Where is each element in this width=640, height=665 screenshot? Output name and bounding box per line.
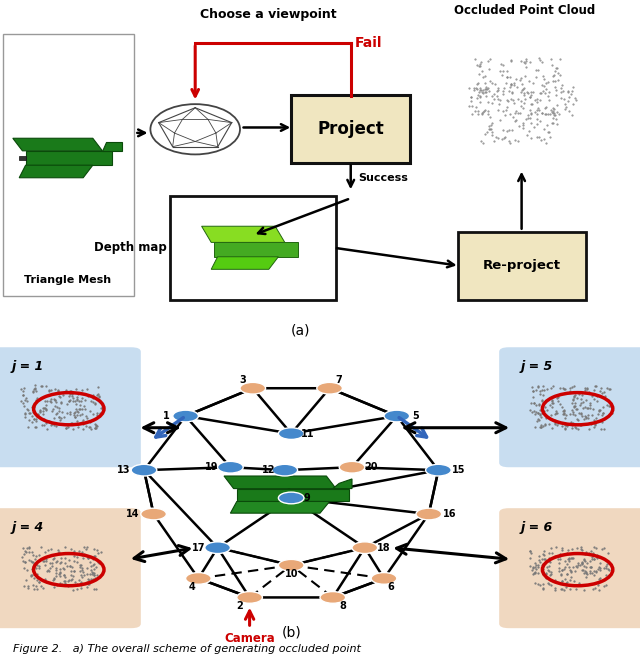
Text: 16: 16 [442,509,456,519]
Text: (a): (a) [291,323,310,337]
Text: 8: 8 [339,600,346,610]
Text: 18: 18 [377,543,391,553]
Text: 4: 4 [189,582,195,592]
Circle shape [237,592,262,603]
Polygon shape [230,501,330,513]
Polygon shape [211,257,278,269]
Polygon shape [224,476,336,489]
Circle shape [186,573,211,585]
Text: 20: 20 [364,462,378,472]
Circle shape [384,410,410,422]
Text: 9: 9 [304,493,310,503]
Polygon shape [102,142,122,151]
Polygon shape [333,479,352,489]
Text: 1: 1 [163,411,170,421]
Text: Figure 2.   a) The overall scheme of generating occluded point: Figure 2. a) The overall scheme of gener… [13,644,361,654]
Text: 11: 11 [300,428,314,439]
Text: j = 1: j = 1 [12,360,44,373]
Polygon shape [19,156,26,160]
Text: Success: Success [358,173,408,183]
Text: j = 5: j = 5 [520,360,552,373]
Circle shape [371,573,397,585]
Circle shape [218,462,243,473]
Text: 2: 2 [237,600,243,610]
Circle shape [131,464,157,476]
FancyBboxPatch shape [458,231,586,300]
Text: 13: 13 [116,465,131,475]
Circle shape [205,542,230,553]
FancyBboxPatch shape [499,508,640,628]
FancyBboxPatch shape [170,196,336,300]
Polygon shape [19,165,93,178]
Circle shape [278,492,304,504]
Text: Camera: Camera [224,632,275,645]
Text: Triangle Mesh: Triangle Mesh [24,275,111,285]
Circle shape [317,382,342,394]
Circle shape [141,508,166,520]
Circle shape [272,464,298,476]
Circle shape [320,592,346,603]
Text: Project: Project [317,120,384,138]
Text: 3: 3 [240,375,246,385]
Text: Re-project: Re-project [483,259,561,272]
Polygon shape [13,138,102,151]
Text: 10: 10 [284,569,298,579]
FancyBboxPatch shape [0,508,141,628]
Circle shape [426,464,451,476]
Text: Choose a viewpoint: Choose a viewpoint [200,8,337,21]
Text: 12: 12 [262,465,276,475]
Circle shape [278,559,304,571]
Text: Depth map: Depth map [93,241,166,254]
Circle shape [352,542,378,553]
Text: Fail: Fail [355,36,383,50]
Text: 19: 19 [204,462,218,472]
Circle shape [278,428,304,440]
Circle shape [240,382,266,394]
Text: 14: 14 [126,509,140,519]
Polygon shape [214,242,298,257]
Circle shape [173,410,198,422]
Circle shape [339,462,365,473]
Polygon shape [26,151,112,165]
Text: 7: 7 [336,375,342,385]
Text: 5: 5 [413,411,419,421]
Polygon shape [237,489,349,501]
Circle shape [150,104,240,154]
Text: 17: 17 [191,543,205,553]
Text: Occluded Point Cloud: Occluded Point Cloud [454,4,595,17]
FancyBboxPatch shape [499,347,640,467]
Text: 15: 15 [452,465,466,475]
Text: j = 6: j = 6 [520,521,552,534]
Polygon shape [202,226,285,242]
Text: j = 4: j = 4 [12,521,44,534]
Text: (b): (b) [282,626,301,640]
FancyBboxPatch shape [291,95,410,164]
Text: 6: 6 [387,582,394,592]
FancyBboxPatch shape [3,34,134,297]
Circle shape [416,508,442,520]
FancyBboxPatch shape [0,347,141,467]
